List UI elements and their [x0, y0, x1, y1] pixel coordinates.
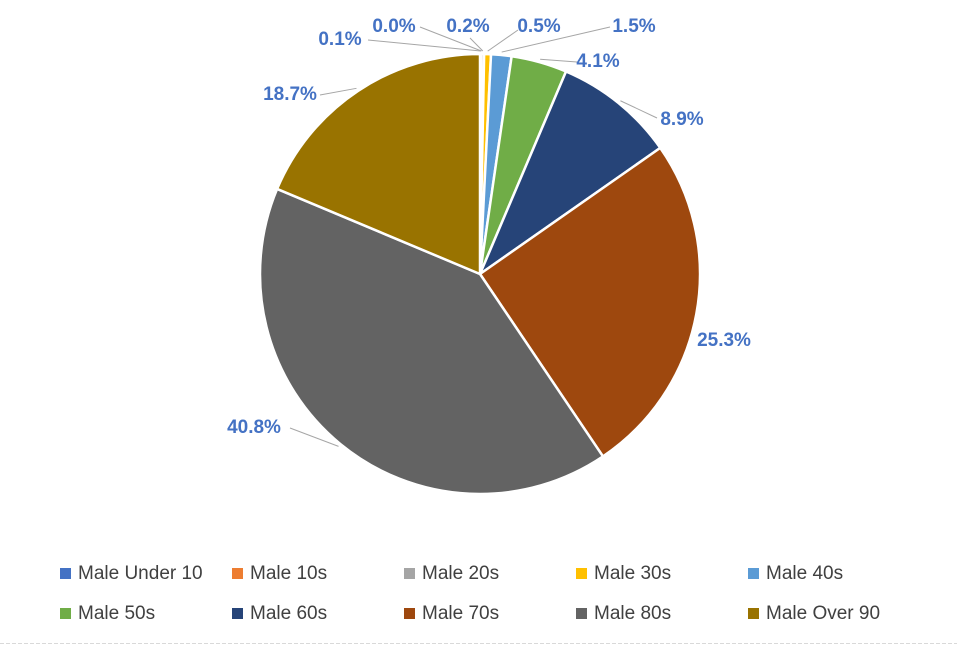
leader-line-male-50s — [540, 58, 578, 63]
legend-swatch-male-60s — [232, 608, 243, 619]
legend-label-male-40s: Male 40s — [766, 563, 843, 584]
legend-swatch-male-30s — [576, 568, 587, 579]
legend-item-male-40s: Male 40s — [748, 563, 843, 584]
data-label-male-60s: 8.9% — [660, 109, 703, 130]
leader-line-male-40s — [501, 26, 611, 53]
data-label-male-over-90: 18.7% — [263, 84, 317, 105]
legend-label-male-60s: Male 60s — [250, 603, 327, 624]
legend-label-male-80s: Male 80s — [594, 603, 671, 624]
leader-line-male-under-10 — [367, 39, 481, 52]
slice-male-70s — [478, 146, 702, 459]
legend-label-male-10s: Male 10s — [250, 563, 327, 584]
legend-label-male-20s: Male 20s — [422, 563, 499, 584]
legend-swatch-male-70s — [404, 608, 415, 619]
legend-swatch-male-20s — [404, 568, 415, 579]
leader-lines — [289, 26, 658, 447]
data-label-male-under-10: 0.1% — [318, 29, 361, 50]
legend-item-male-20s: Male 20s — [404, 563, 499, 584]
legend-item-male-60s: Male 60s — [232, 603, 327, 624]
legend-label-male-over-90: Male Over 90 — [766, 603, 880, 624]
leader-line-male-20s — [469, 37, 484, 52]
leader-line-male-over-90 — [319, 87, 357, 96]
data-label-male-10s: 0.0% — [372, 16, 415, 37]
data-label-male-20s: 0.2% — [446, 16, 489, 37]
legend-swatch-male-40s — [748, 568, 759, 579]
legend-label-male-30s: Male 30s — [594, 563, 671, 584]
leader-line-male-30s — [487, 29, 519, 52]
pie-slices — [258, 52, 702, 496]
legend: Male Under 10 Male 10s Male 20s Male 30s Mal… — [60, 563, 880, 624]
legend-item-male-70s: Male 70s — [404, 603, 499, 624]
legend-item-male-80s: Male 80s — [576, 603, 671, 624]
legend-label-male-50s: Male 50s — [78, 603, 155, 624]
legend-label-male-70s: Male 70s — [422, 603, 499, 624]
data-label-male-30s: 0.5% — [517, 16, 560, 37]
legend-item-male-over-90: Male Over 90 — [748, 603, 880, 624]
data-label-male-40s: 1.5% — [612, 16, 655, 37]
slice-male-60s — [477, 69, 663, 278]
bottom-divider — [0, 643, 957, 644]
leader-line-male-60s — [620, 100, 658, 119]
legend-item-male-30s: Male 30s — [576, 563, 671, 584]
legend-swatch-male-10s — [232, 568, 243, 579]
slice-male-over-90 — [275, 52, 482, 276]
legend-item-male-50s: Male 50s — [60, 603, 155, 624]
legend-swatch-male-over-90 — [748, 608, 759, 619]
data-labels: 0.1% 0.0% 0.2% 0.5% 1.5% 4.1% 8.9% 25.3% 40.8% 18… — [227, 16, 751, 438]
legend-swatch-male-50s — [60, 608, 71, 619]
data-label-male-50s: 4.1% — [576, 51, 619, 72]
slice-male-80s — [258, 187, 605, 496]
legend-swatch-male-under-10 — [60, 568, 71, 579]
legend-label-male-under-10: Male Under 10 — [78, 563, 203, 584]
leader-line-male-10s — [419, 26, 482, 52]
legend-item-male-under-10: Male Under 10 — [60, 563, 203, 584]
data-label-male-80s: 40.8% — [227, 417, 281, 438]
legend-item-male-10s: Male 10s — [232, 563, 327, 584]
data-label-male-70s: 25.3% — [697, 330, 751, 351]
legend-swatch-male-80s — [576, 608, 587, 619]
leader-line-male-80s — [289, 427, 339, 447]
